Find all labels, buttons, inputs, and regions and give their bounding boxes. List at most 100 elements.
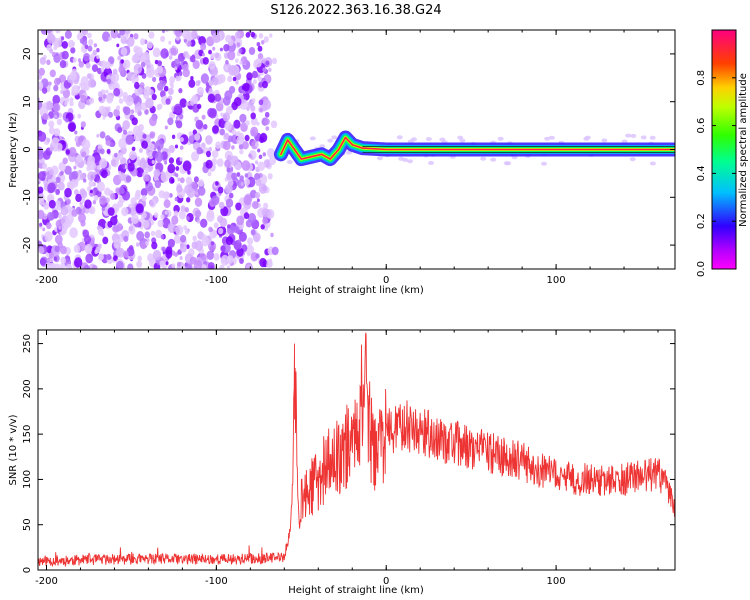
noise-speck [255, 192, 261, 199]
noise-speck [61, 36, 65, 41]
noise-speck [69, 101, 74, 107]
noise-speck [120, 34, 125, 40]
noise-speck [130, 214, 139, 225]
noise-speck [158, 190, 165, 199]
x-tick-label: -200 [35, 576, 58, 587]
signal-halo-speck [346, 150, 352, 155]
noise-speck [137, 255, 142, 262]
noise-speck [38, 67, 45, 76]
noise-speck [213, 222, 219, 229]
colorbar-tick-label: 0.2 [696, 213, 707, 229]
noise-speck [117, 126, 123, 134]
noise-speck [235, 80, 239, 85]
noise-speck [177, 52, 185, 62]
noise-speck [150, 230, 156, 237]
noise-speck [256, 42, 261, 47]
noise-speck [171, 215, 179, 225]
y-tick-label: 0 [22, 567, 33, 573]
noise-speck [71, 91, 75, 96]
noise-speck [236, 135, 244, 145]
noise-speck [123, 235, 129, 242]
noise-speck [179, 113, 184, 120]
noise-speck [81, 30, 89, 36]
noise-speck [177, 261, 181, 267]
noise-speck [141, 194, 147, 202]
y-tick-label: 250 [22, 334, 33, 353]
noise-speck [89, 55, 94, 62]
noise-speck [195, 210, 202, 218]
noise-speck [222, 140, 231, 151]
noise-speck [38, 241, 43, 248]
noise-speck [77, 113, 82, 119]
noise-speck [118, 171, 122, 176]
noise-speck [197, 86, 204, 96]
noise-speck [165, 30, 169, 33]
noise-speck [194, 133, 201, 141]
noise-speck [127, 263, 134, 269]
x-tick-label: 100 [547, 576, 566, 587]
signal-halo-speck [396, 135, 403, 140]
noise-speck [61, 50, 69, 60]
noise-speck [255, 253, 260, 259]
noise-speck [100, 67, 105, 73]
noise-speck [171, 178, 175, 184]
noise-speck [99, 195, 107, 205]
noise-speck [72, 57, 77, 63]
noise-speck [207, 93, 216, 103]
noise-speck [250, 105, 256, 112]
noise-speck [44, 231, 53, 242]
noise-speck [106, 94, 114, 104]
noise-speck [183, 39, 187, 43]
noise-speck [60, 170, 64, 176]
noise-speck [122, 59, 131, 69]
noise-speck [124, 165, 128, 169]
noise-speck [205, 159, 213, 169]
noise-speck [98, 91, 103, 98]
noise-speck [53, 256, 58, 261]
noise-speck [180, 205, 186, 212]
noise-speck [118, 187, 125, 195]
noise-speck [162, 30, 165, 34]
noise-speck [225, 198, 234, 208]
noise-speck [84, 44, 89, 50]
noise-speck [102, 31, 111, 42]
noise-speck [46, 137, 51, 143]
noise-speck [84, 207, 90, 214]
noise-speck [179, 177, 185, 184]
noise-speck [174, 252, 178, 257]
noise-speck [160, 214, 165, 220]
noise-speck [136, 231, 145, 241]
noise-speck [122, 91, 128, 99]
noise-speck [196, 219, 201, 224]
noise-speck [191, 151, 199, 162]
noise-speck [246, 106, 250, 111]
noise-speck [195, 119, 204, 130]
noise-speck [241, 85, 246, 90]
noise-speck [103, 210, 107, 215]
noise-speck [83, 52, 91, 62]
noise-speck [106, 148, 111, 154]
noise-speck [117, 55, 121, 61]
noise-speck [184, 207, 189, 213]
noise-speck [130, 73, 139, 84]
noise-speck [99, 148, 105, 155]
noise-speck [227, 50, 236, 61]
snr-series-line [38, 332, 675, 568]
noise-speck [49, 146, 54, 152]
noise-speck [188, 131, 193, 137]
noise-speck [135, 189, 142, 197]
noise-speck [207, 171, 212, 177]
noise-speck [263, 36, 269, 43]
noise-speck [225, 184, 233, 194]
x-tick-label: -200 [35, 275, 58, 286]
noise-speck [152, 249, 162, 261]
noise-speck [178, 210, 186, 220]
signal-halo-speck [402, 157, 409, 162]
noise-speck [65, 118, 69, 123]
noise-speck [67, 39, 75, 49]
noise-speck [256, 121, 260, 126]
noise-speck [168, 87, 174, 95]
noise-speck [83, 178, 87, 183]
noise-speck [48, 102, 53, 107]
